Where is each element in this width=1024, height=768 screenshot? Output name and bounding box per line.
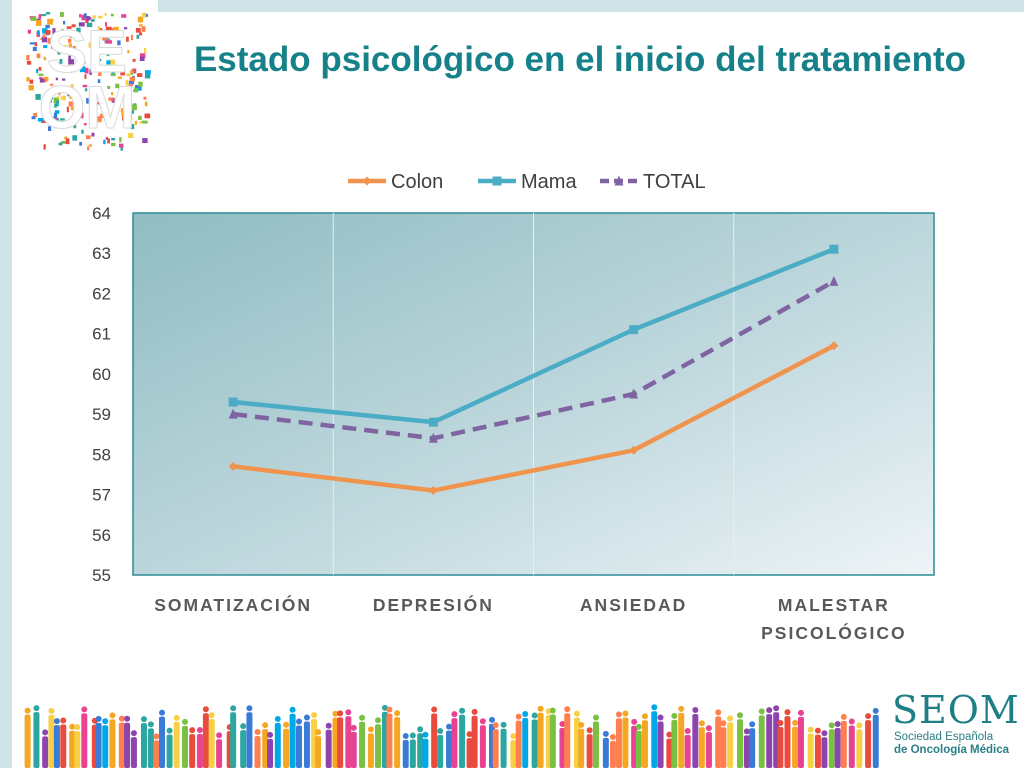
seom-brand-logo: SEOM Sociedad Española de Oncología Médi… (892, 688, 1019, 760)
data-point-marker (428, 432, 438, 443)
data-point-marker (629, 445, 639, 455)
series-lines (228, 244, 839, 496)
data-point-marker (492, 176, 502, 186)
series-line-mama (232, 247, 835, 425)
left-band (0, 0, 12, 768)
x-tick-label: ANSIEDAD (580, 595, 687, 615)
y-tick-label: 59 (92, 405, 111, 424)
brand-name: SEOM (892, 688, 1020, 732)
data-point-marker (228, 408, 238, 419)
data-point-marker (362, 176, 372, 186)
legend: Colon Mama TOTAL (348, 171, 706, 193)
legend-label: TOTAL (643, 171, 706, 193)
y-tick-label: 62 (92, 284, 111, 303)
y-tick-label: 63 (92, 244, 111, 263)
x-tick-label: SOMATIZACIÓN (154, 594, 312, 615)
y-tick-label: 64 (92, 204, 111, 223)
data-point-marker (829, 275, 839, 286)
x-tick-label: PSICOLÓGICO (761, 622, 906, 643)
y-tick-label: 57 (92, 486, 111, 505)
x-axis-tick-labels: SOMATIZACIÓN DEPRESIÓN ANSIEDAD MALESTAR PSI… (154, 594, 906, 643)
x-tick-label: MALESTAR (778, 595, 890, 615)
y-tick-label: 58 (92, 445, 111, 464)
x-tick-label: DEPRESIÓN (373, 594, 494, 615)
logo-confetti (26, 12, 151, 151)
legend-label: Mama (521, 171, 577, 193)
data-point-marker (829, 341, 839, 351)
y-tick-label: 55 (92, 566, 111, 585)
data-point-marker (629, 388, 639, 399)
data-point-marker (829, 244, 839, 254)
y-axis-tick-labels: 55 56 57 58 59 60 61 62 63 64 (92, 204, 111, 585)
y-tick-label: 56 (92, 526, 111, 545)
data-point-marker (428, 417, 438, 427)
top-band (158, 0, 1024, 12)
data-point-marker (228, 397, 238, 407)
data-point-marker (428, 486, 438, 496)
slide-title: Estado psicológico en el inicio del trat… (193, 40, 967, 79)
logo-text-line2: OM (39, 74, 136, 141)
y-tick-label: 60 (92, 365, 111, 384)
seom-logo-top: SE OM (26, 12, 151, 151)
category-gridlines (332, 213, 735, 575)
logo-text-line1: SE (47, 18, 127, 85)
data-point-marker (228, 461, 238, 471)
series-line-colon (232, 343, 835, 493)
brand-subtitle-1: Sociedad Española (894, 731, 994, 743)
y-tick-label: 61 (92, 325, 111, 344)
crowd-illustration (24, 704, 879, 768)
brand-subtitle-2: de Oncología Médica (894, 744, 1010, 756)
series-line-total (232, 279, 835, 441)
data-point-marker (629, 325, 639, 335)
data-point-marker (614, 175, 624, 186)
legend-label: Colon (391, 171, 443, 193)
